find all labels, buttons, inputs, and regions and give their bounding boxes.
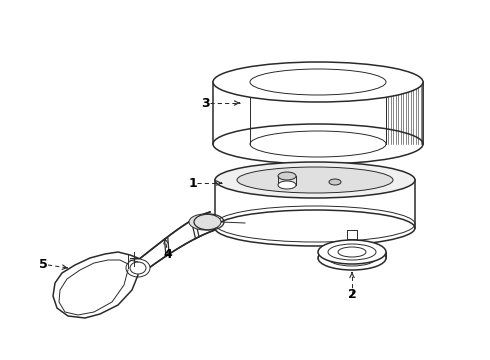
Text: 1: 1	[188, 176, 197, 189]
Ellipse shape	[328, 244, 376, 260]
Text: 3: 3	[201, 96, 210, 109]
Text: 2: 2	[347, 288, 356, 302]
Ellipse shape	[338, 247, 366, 257]
Text: 5: 5	[39, 258, 48, 271]
Polygon shape	[53, 252, 138, 318]
Ellipse shape	[328, 250, 376, 266]
Ellipse shape	[318, 246, 386, 270]
Ellipse shape	[250, 131, 386, 157]
Ellipse shape	[237, 167, 393, 193]
Ellipse shape	[278, 172, 296, 180]
Ellipse shape	[338, 253, 366, 263]
Polygon shape	[138, 212, 215, 276]
Text: 4: 4	[164, 248, 172, 261]
Ellipse shape	[213, 124, 423, 164]
Ellipse shape	[213, 62, 423, 102]
Ellipse shape	[318, 240, 386, 264]
Ellipse shape	[278, 181, 296, 189]
Ellipse shape	[215, 210, 415, 246]
Ellipse shape	[126, 259, 150, 277]
Ellipse shape	[189, 214, 221, 230]
Ellipse shape	[329, 179, 341, 185]
Ellipse shape	[215, 162, 415, 198]
Ellipse shape	[250, 69, 386, 95]
